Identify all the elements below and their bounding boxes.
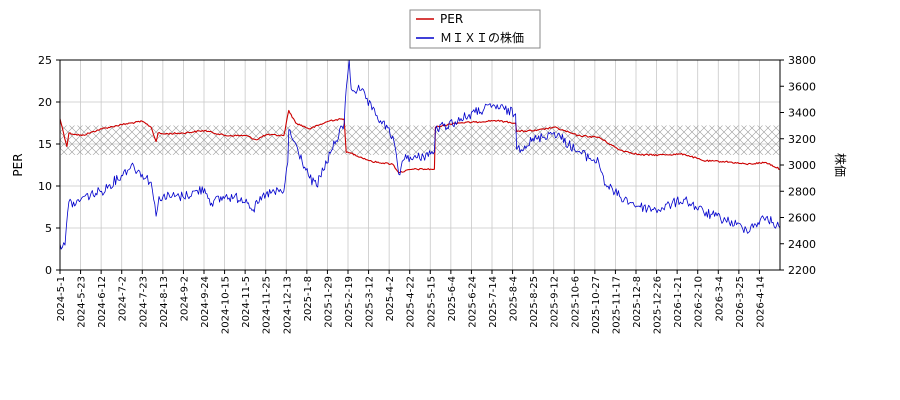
x-tick-label: 2024-8-13 (159, 276, 170, 328)
x-tick-label: 2025-3-12 (365, 276, 376, 328)
right-tick-label: 3600 (788, 80, 816, 93)
right-axis-label: 株価 (833, 153, 848, 177)
right-tick-label: 3000 (788, 159, 816, 172)
x-tick-label: 2024-5-1 (56, 276, 67, 321)
x-tick-label: 2026-2-10 (694, 276, 705, 328)
x-tick-label: 2025-2-19 (344, 276, 355, 328)
x-tick-label: 2025-12-8 (632, 276, 643, 328)
x-tick-label: 2025-7-14 (488, 276, 499, 328)
right-tick-label: 2600 (788, 212, 816, 225)
x-tick-label: 2025-1-29 (323, 276, 334, 328)
x-tick-label: 2024-6-12 (97, 276, 108, 328)
x-tick-label: 2025-12-26 (653, 276, 664, 334)
x-tick-label: 2025-6-24 (467, 276, 478, 328)
legend-label-per: PER (440, 12, 463, 26)
legend-label-stock: ＭＩＸＩの株価 (440, 30, 524, 45)
right-tick-label: 2400 (788, 238, 816, 251)
x-tick-label: 2026-1-21 (673, 276, 684, 328)
left-tick-label: 5 (45, 222, 52, 235)
x-tick-label: 2025-9-12 (550, 276, 561, 328)
x-tick-label: 2024-11-5 (241, 276, 252, 328)
x-tick-label: 2025-10-6 (570, 276, 581, 328)
x-tick-label: 2025-11-17 (611, 276, 622, 334)
x-tick-label: 2026-3-25 (735, 276, 746, 328)
left-axis-ticks: 0 5 10 15 20 25 (38, 54, 60, 277)
x-tick-label: 2025-8-4 (509, 276, 520, 321)
x-tick-label: 2024-7-23 (138, 276, 149, 328)
x-tick-label: 2024-11-25 (262, 276, 273, 334)
left-axis-label: PER (11, 153, 25, 176)
series-line-stock-price (59, 59, 781, 250)
x-tick-label: 2025-4-2 (385, 276, 396, 321)
right-axis-ticks: 2200 2400 2600 2800 3000 3200 3400 3600 3800 (780, 54, 816, 277)
x-tick-label: 2025-10-27 (591, 276, 602, 334)
x-tick-label: 2024-10-15 (221, 276, 232, 334)
series-layer (59, 59, 781, 250)
legend: PER ＭＩＸＩの株価 (409, 9, 541, 49)
left-tick-label: 20 (38, 96, 52, 109)
x-tick-label: 2024-12-13 (282, 276, 293, 334)
legend-box (409, 9, 541, 49)
right-tick-label: 2800 (788, 185, 816, 198)
x-tick-label: 2026-4-14 (755, 276, 766, 328)
left-tick-label: 15 (38, 138, 52, 151)
right-tick-label: 3400 (788, 107, 816, 120)
x-tick-label: 2025-4-22 (406, 276, 417, 328)
right-tick-label: 2200 (788, 264, 816, 277)
left-tick-label: 0 (45, 264, 52, 277)
right-tick-label: 3800 (788, 54, 816, 67)
x-tick-label: 2025-5-15 (426, 276, 437, 328)
right-tick-label: 3200 (788, 133, 816, 146)
x-tick-label: 2025-1-8 (303, 276, 314, 321)
series-line-per (59, 109, 781, 174)
x-tick-label: 2025-8-25 (529, 276, 540, 328)
plot-area (60, 60, 780, 270)
left-tick-label: 25 (38, 54, 52, 67)
x-tick-label: 2024-9-24 (200, 276, 211, 328)
x-tick-label: 2025-6-4 (447, 276, 458, 321)
x-tick-label: 2024-9-2 (179, 276, 190, 321)
x-tick-label: 2024-7-2 (118, 276, 129, 321)
x-tick-label: 2024-5-23 (77, 276, 88, 328)
left-tick-label: 10 (38, 180, 52, 193)
x-tick-label: 2026-3-4 (714, 276, 725, 321)
crosshatch-band (60, 125, 780, 155)
x-axis-ticks: 2024-5-1 2024-5-23 2024-6-12 2024-7-2 2024-7… (56, 270, 766, 334)
